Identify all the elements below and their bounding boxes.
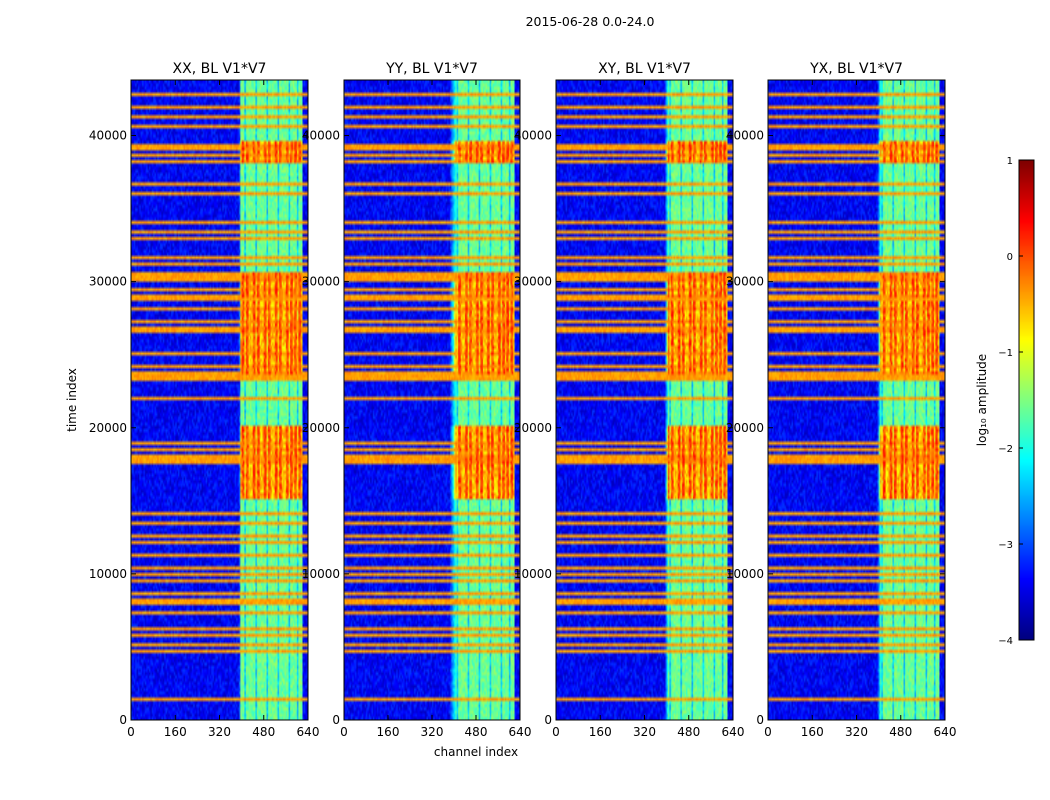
x-tick-label: 640 <box>722 725 745 739</box>
colorbar-gradient <box>1019 160 1034 640</box>
colorbar-tick-label: −4 <box>998 636 1013 647</box>
y-tick-label: 0 <box>544 713 552 727</box>
y-tick-label: 40000 <box>726 129 764 143</box>
colorbar: 1 0 −1 −2 −3 −4 log₁₀ amplitude <box>975 156 1035 647</box>
y-tick-label: 20000 <box>89 421 127 435</box>
colorbar-tick-label: 0 <box>1007 252 1013 263</box>
colorbar-frame <box>1018 159 1035 641</box>
figure-suptitle: 2015-06-28 0.0-24.0 <box>526 14 655 29</box>
x-tick-label: 320 <box>421 725 444 739</box>
y-ticks-xx: 0 10000 20000 30000 40000 <box>89 129 308 727</box>
x-ticks-xy: 0 160 320 480 640 <box>552 80 744 739</box>
y-ticks-yx: 0 10000 20000 30000 40000 <box>726 129 945 727</box>
colorbar-tick-label: −2 <box>998 444 1013 455</box>
spectrogram-xx <box>131 80 308 720</box>
panel-title-yy: YY, BL V1*V7 <box>385 61 478 77</box>
y-tick-label: 10000 <box>726 567 764 581</box>
y-tick-label: 40000 <box>89 129 127 143</box>
x-tick-label: 640 <box>297 725 320 739</box>
x-tick-label: 480 <box>889 725 912 739</box>
y-axis-label: time index <box>65 368 79 432</box>
panel-title-xx: XX, BL V1*V7 <box>173 61 267 77</box>
x-tick-label: 640 <box>509 725 532 739</box>
y-tick-label: 10000 <box>514 567 552 581</box>
x-axis-label: channel index <box>434 745 518 759</box>
x-ticks-yx: 0 160 320 480 640 <box>764 80 956 739</box>
panel-title-xy: XY, BL V1*V7 <box>598 61 691 77</box>
x-tick-label: 160 <box>377 725 400 739</box>
panel-yy: YY, BL V1*V7 0 160 320 480 640 0 10000 20000 30… <box>302 61 532 739</box>
x-tick-label: 320 <box>845 725 868 739</box>
y-tick-label: 20000 <box>514 421 552 435</box>
y-tick-label: 0 <box>756 713 764 727</box>
colorbar-ticks: 1 0 −1 −2 −3 −4 <box>998 156 1023 647</box>
panel-xy: XY, BL V1*V7 0 160 320 480 640 0 10000 20000 30… <box>514 61 745 739</box>
y-tick-label: 20000 <box>726 421 764 435</box>
x-tick-label: 160 <box>164 725 187 739</box>
y-tick-label: 30000 <box>89 275 127 289</box>
x-ticks-yy: 0 160 320 480 640 <box>340 80 531 739</box>
x-tick-label: 0 <box>552 725 560 739</box>
colorbar-tick-label: −3 <box>998 540 1013 551</box>
x-tick-label: 0 <box>764 725 772 739</box>
y-tick-label: 10000 <box>302 567 340 581</box>
y-tick-label: 30000 <box>726 275 764 289</box>
x-tick-label: 480 <box>465 725 488 739</box>
spectrogram-yy <box>344 80 520 720</box>
panel-title-yx: YX, BL V1*V7 <box>809 61 903 77</box>
x-tick-label: 160 <box>801 725 824 739</box>
colorbar-label: log₁₀ amplitude <box>975 354 989 446</box>
panel-xx: XX, BL V1*V7 0 160 320 480 640 0 10000 20000 30… <box>89 61 320 739</box>
x-tick-label: 480 <box>252 725 275 739</box>
y-tick-label: 40000 <box>514 129 552 143</box>
colorbar-tick-label: 1 <box>1007 156 1013 167</box>
x-tick-label: 0 <box>127 725 135 739</box>
colorbar-tick-label: −1 <box>998 348 1013 359</box>
y-tick-label: 0 <box>332 713 340 727</box>
x-tick-label: 320 <box>208 725 231 739</box>
spectrogram-xy <box>556 80 733 720</box>
y-tick-label: 40000 <box>302 129 340 143</box>
y-tick-label: 30000 <box>514 275 552 289</box>
y-ticks-yy: 0 10000 20000 30000 40000 <box>302 129 520 727</box>
x-tick-label: 320 <box>633 725 656 739</box>
y-ticks-xy: 0 10000 20000 30000 40000 <box>514 129 733 727</box>
x-tick-label: 640 <box>934 725 957 739</box>
x-ticks-xx: 0 160 320 480 640 <box>127 80 319 739</box>
panel-yx: YX, BL V1*V7 0 160 320 480 640 0 10000 20000 30… <box>726 61 957 739</box>
y-tick-label: 20000 <box>302 421 340 435</box>
y-tick-label: 0 <box>119 713 127 727</box>
spectrogram-yx <box>768 80 945 720</box>
y-tick-label: 30000 <box>302 275 340 289</box>
x-tick-label: 480 <box>677 725 700 739</box>
y-tick-label: 10000 <box>89 567 127 581</box>
x-tick-label: 160 <box>589 725 612 739</box>
x-tick-label: 0 <box>340 725 348 739</box>
